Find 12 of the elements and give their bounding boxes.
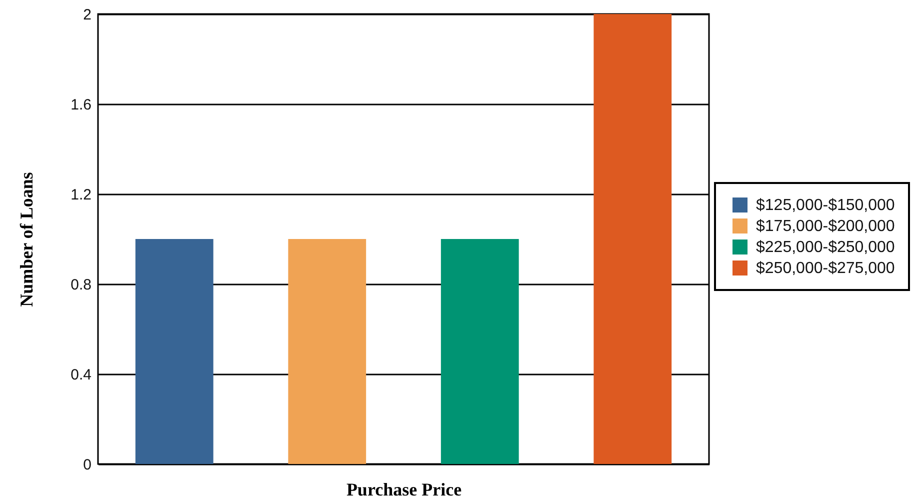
y-tick-label: 0 (83, 456, 92, 474)
y-tick-label: 0.8 (70, 276, 92, 294)
y-tick-label: 1.2 (70, 186, 92, 204)
legend-label: $125,000-$150,000 (756, 197, 895, 214)
y-tick-label: 0.4 (70, 366, 92, 384)
legend-label: $225,000-$250,000 (756, 239, 895, 256)
legend-label: $175,000-$200,000 (756, 218, 895, 235)
x-axis-title: Purchase Price (346, 480, 462, 500)
y-tick-label: 1.6 (70, 96, 92, 114)
legend-label: $250,000-$275,000 (756, 260, 895, 277)
y-tick-label: 2 (83, 6, 92, 24)
y-axis-title: Number of Loans (16, 172, 37, 307)
